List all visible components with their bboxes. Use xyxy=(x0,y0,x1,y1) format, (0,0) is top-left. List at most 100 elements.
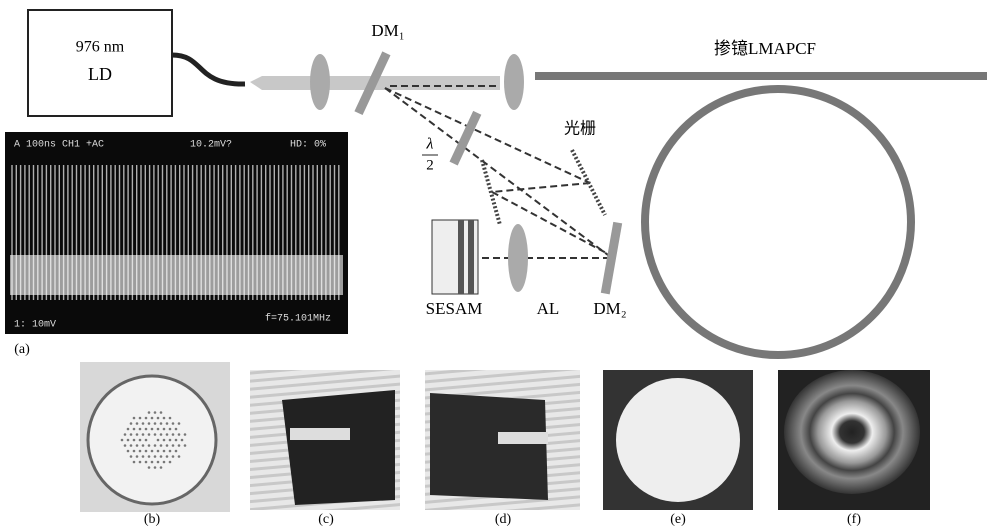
air-hole xyxy=(163,428,166,431)
label: 2 xyxy=(426,157,434,173)
air-hole xyxy=(130,422,133,425)
air-hole xyxy=(142,433,145,436)
air-hole xyxy=(139,461,142,464)
fiber-side xyxy=(282,390,395,505)
panel-label: (b) xyxy=(144,512,161,527)
air-hole xyxy=(127,450,130,453)
panel-label: (e) xyxy=(670,512,686,527)
lens xyxy=(504,54,524,110)
air-hole xyxy=(163,461,166,464)
label: 掺镱LMAPCF xyxy=(714,39,816,58)
air-hole xyxy=(169,450,172,453)
air-hole xyxy=(154,455,157,458)
air-hole xyxy=(172,422,175,425)
osc-text: A 100ns CH1 +AC xyxy=(14,140,104,151)
air-hole xyxy=(166,422,169,425)
air-hole xyxy=(127,439,130,442)
pulse-band xyxy=(10,255,343,295)
pigtail xyxy=(172,55,245,84)
air-hole xyxy=(178,433,181,436)
air-hole xyxy=(145,428,148,431)
air-hole xyxy=(169,417,172,420)
air-hole xyxy=(142,444,145,447)
cavity-path xyxy=(385,86,612,258)
air-hole xyxy=(139,450,142,453)
air-hole xyxy=(154,411,157,414)
air-hole xyxy=(154,433,157,436)
air-hole xyxy=(184,433,187,436)
air-hole xyxy=(157,461,160,464)
label: DM₁ xyxy=(371,21,404,40)
air-hole xyxy=(133,450,136,453)
air-hole xyxy=(136,444,139,447)
air-hole xyxy=(136,455,139,458)
air-hole xyxy=(130,455,133,458)
air-hole xyxy=(139,439,142,442)
air-hole xyxy=(166,433,169,436)
air-hole xyxy=(154,422,157,425)
grating xyxy=(572,150,605,215)
label: SESAM xyxy=(426,299,483,318)
air-hole xyxy=(142,455,145,458)
air-hole xyxy=(157,450,160,453)
air-hole xyxy=(148,422,151,425)
air-hole xyxy=(145,417,148,420)
ld-text: LD xyxy=(88,64,112,84)
label: AL xyxy=(537,299,560,318)
sesam-layer xyxy=(458,220,464,294)
air-hole xyxy=(160,455,163,458)
air-hole xyxy=(154,444,157,447)
air-hole xyxy=(163,417,166,420)
air-hole xyxy=(133,417,136,420)
air-hole xyxy=(163,439,166,442)
air-hole xyxy=(160,444,163,447)
oscilloscope xyxy=(5,132,348,334)
air-hole xyxy=(166,444,169,447)
air-hole xyxy=(145,461,148,464)
ld-box xyxy=(28,10,172,116)
air-hole xyxy=(133,461,136,464)
label: DM₂ xyxy=(593,299,626,318)
air-hole xyxy=(148,411,151,414)
air-hole xyxy=(136,433,139,436)
air-hole xyxy=(172,455,175,458)
air-hole xyxy=(169,428,172,431)
panel-label: (a) xyxy=(14,342,30,357)
air-hole xyxy=(130,444,133,447)
air-hole xyxy=(133,428,136,431)
air-hole xyxy=(178,422,181,425)
air-hole xyxy=(157,439,160,442)
air-hole xyxy=(172,444,175,447)
fiber-core xyxy=(290,428,350,440)
air-hole xyxy=(148,444,151,447)
figure: 976 nm LD DM₁ 掺镱LMAPCF 光栅 λ 2 SESAM AL D… xyxy=(0,0,987,531)
ld-text: 976 nm xyxy=(76,39,125,56)
air-hole xyxy=(148,433,151,436)
air-hole xyxy=(151,428,154,431)
osc-text: f=75.101MHz xyxy=(265,313,331,325)
air-hole xyxy=(148,455,151,458)
air-hole xyxy=(166,455,169,458)
air-hole xyxy=(163,450,166,453)
panel-label: (f) xyxy=(847,512,861,527)
air-hole xyxy=(148,466,151,469)
label: λ xyxy=(426,136,434,153)
air-hole xyxy=(160,433,163,436)
air-hole xyxy=(160,411,163,414)
panel-label: (c) xyxy=(318,512,334,527)
air-hole xyxy=(151,450,154,453)
fiber-core xyxy=(498,432,548,444)
air-hole xyxy=(175,439,178,442)
air-hole xyxy=(181,439,184,442)
air-hole xyxy=(139,417,142,420)
osc-text: HD: 0% xyxy=(290,140,326,151)
fiber-side xyxy=(430,393,548,500)
air-hole xyxy=(178,444,181,447)
air-hole xyxy=(157,428,160,431)
panel-label: (d) xyxy=(495,512,512,527)
sesam-layer xyxy=(468,220,474,294)
air-hole xyxy=(151,417,154,420)
fiber-coil xyxy=(645,89,911,355)
air-hole xyxy=(121,439,124,442)
osc-text: 10.2mV? xyxy=(190,140,232,151)
